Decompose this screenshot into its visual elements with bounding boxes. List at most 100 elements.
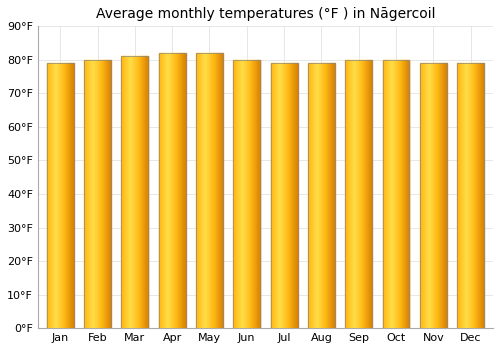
Bar (420, 63, 447, 328)
Bar (394, 60, 396, 328)
Bar (202, 53, 203, 328)
Bar (408, 60, 409, 328)
Bar (483, 63, 484, 328)
Bar (291, 63, 292, 328)
Bar (69, 63, 70, 328)
Bar (200, 53, 202, 328)
Bar (218, 53, 219, 328)
Bar (295, 63, 296, 328)
Bar (182, 53, 183, 328)
Title: Average monthly temperatures (°F ) in Nāgercoil: Average monthly temperatures (°F ) in Nā… (96, 7, 435, 21)
Bar (369, 60, 370, 328)
Bar (324, 63, 325, 328)
Bar (100, 60, 101, 328)
Bar (318, 63, 320, 328)
Bar (354, 60, 356, 328)
Bar (348, 60, 350, 328)
Bar (109, 60, 110, 328)
Bar (107, 60, 108, 328)
Bar (312, 63, 314, 328)
Bar (124, 56, 125, 328)
Bar (462, 63, 464, 328)
Bar (432, 63, 434, 328)
Bar (144, 56, 145, 328)
Bar (73, 63, 74, 328)
Bar (326, 63, 327, 328)
Bar (160, 53, 162, 328)
Bar (51, 63, 52, 328)
Bar (244, 60, 245, 328)
Bar (88, 60, 89, 328)
Bar (67, 63, 68, 328)
Bar (110, 60, 111, 328)
Bar (249, 60, 250, 328)
Bar (183, 53, 184, 328)
Bar (211, 53, 212, 328)
Bar (368, 60, 369, 328)
Bar (240, 60, 242, 328)
Bar (282, 63, 284, 328)
Bar (204, 53, 205, 328)
Bar (252, 60, 253, 328)
Bar (287, 63, 288, 328)
Bar (280, 63, 281, 328)
Bar (208, 53, 209, 328)
Bar (168, 53, 169, 328)
Bar (178, 53, 179, 328)
Bar (62, 63, 63, 328)
Bar (270, 63, 297, 328)
Bar (430, 63, 432, 328)
Bar (99, 60, 100, 328)
Bar (386, 60, 388, 328)
Bar (207, 53, 208, 328)
Bar (358, 60, 360, 328)
Bar (292, 63, 293, 328)
Bar (47, 63, 48, 328)
Bar (60, 63, 61, 328)
Bar (84, 60, 111, 328)
Bar (57, 63, 58, 328)
Bar (174, 53, 175, 328)
Bar (333, 63, 334, 328)
Bar (216, 53, 217, 328)
Bar (222, 53, 223, 328)
Bar (482, 63, 483, 328)
Bar (474, 63, 476, 328)
Bar (434, 63, 436, 328)
Bar (366, 60, 367, 328)
Bar (420, 63, 422, 328)
Bar (147, 56, 148, 328)
Bar (212, 53, 213, 328)
Bar (54, 63, 55, 328)
Bar (105, 60, 106, 328)
Bar (436, 63, 438, 328)
Bar (246, 60, 247, 328)
Bar (350, 60, 352, 328)
Bar (127, 56, 128, 328)
Bar (442, 63, 443, 328)
Bar (133, 56, 134, 328)
Bar (460, 63, 462, 328)
Bar (101, 60, 102, 328)
Bar (221, 53, 222, 328)
Bar (468, 63, 469, 328)
Bar (125, 56, 126, 328)
Bar (409, 60, 410, 328)
Bar (55, 63, 56, 328)
Bar (457, 63, 484, 328)
Bar (89, 60, 90, 328)
Bar (346, 60, 372, 328)
Bar (352, 60, 354, 328)
Bar (256, 60, 257, 328)
Bar (478, 63, 480, 328)
Bar (139, 56, 140, 328)
Bar (470, 63, 472, 328)
Bar (236, 60, 238, 328)
Bar (444, 63, 445, 328)
Bar (258, 60, 259, 328)
Bar (440, 63, 442, 328)
Bar (92, 60, 93, 328)
Bar (364, 60, 365, 328)
Bar (122, 56, 124, 328)
Bar (325, 63, 326, 328)
